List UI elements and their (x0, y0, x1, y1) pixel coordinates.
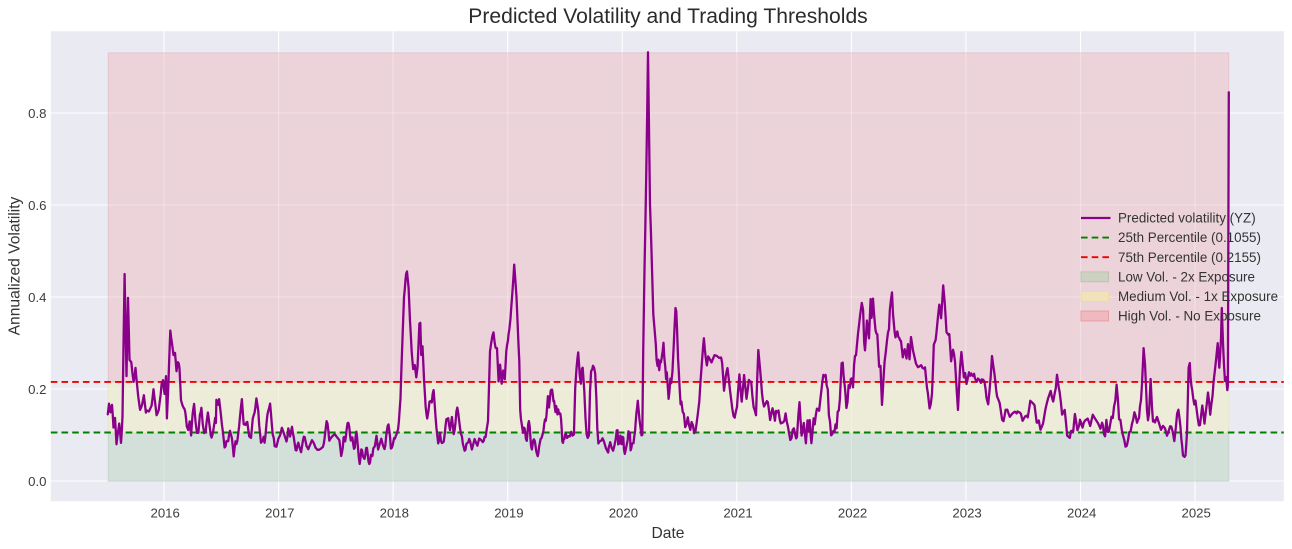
svg-text:0.0: 0.0 (28, 474, 46, 489)
svg-text:Date: Date (652, 525, 685, 542)
svg-text:2021: 2021 (723, 506, 752, 521)
svg-text:2023: 2023 (952, 506, 981, 521)
svg-text:0.8: 0.8 (28, 106, 46, 121)
svg-text:0.2: 0.2 (28, 382, 46, 397)
svg-text:2022: 2022 (838, 506, 867, 521)
svg-text:Medium Vol. - 1x Exposure: Medium Vol. - 1x Exposure (1118, 289, 1278, 304)
svg-text:0.6: 0.6 (28, 198, 46, 213)
svg-text:Low Vol. - 2x Exposure: Low Vol. - 2x Exposure (1118, 269, 1255, 284)
svg-text:High Vol. - No Exposure: High Vol. - No Exposure (1118, 309, 1261, 324)
svg-text:Annualized Volatility: Annualized Volatility (7, 196, 24, 335)
svg-text:0.4: 0.4 (28, 290, 46, 305)
svg-text:75th Percentile (0.2155): 75th Percentile (0.2155) (1118, 250, 1261, 265)
svg-text:Predicted volatility (YZ): Predicted volatility (YZ) (1118, 211, 1256, 226)
svg-text:2017: 2017 (265, 506, 294, 521)
svg-text:2020: 2020 (609, 506, 638, 521)
svg-text:Predicted Volatility and Tradi: Predicted Volatility and Trading Thresho… (468, 5, 867, 28)
svg-text:2018: 2018 (380, 506, 409, 521)
svg-text:2024: 2024 (1067, 506, 1096, 521)
svg-text:2025: 2025 (1182, 506, 1211, 521)
svg-text:2019: 2019 (494, 506, 523, 521)
svg-text:2016: 2016 (151, 506, 180, 521)
svg-text:25th Percentile (0.1055): 25th Percentile (0.1055) (1118, 230, 1261, 245)
